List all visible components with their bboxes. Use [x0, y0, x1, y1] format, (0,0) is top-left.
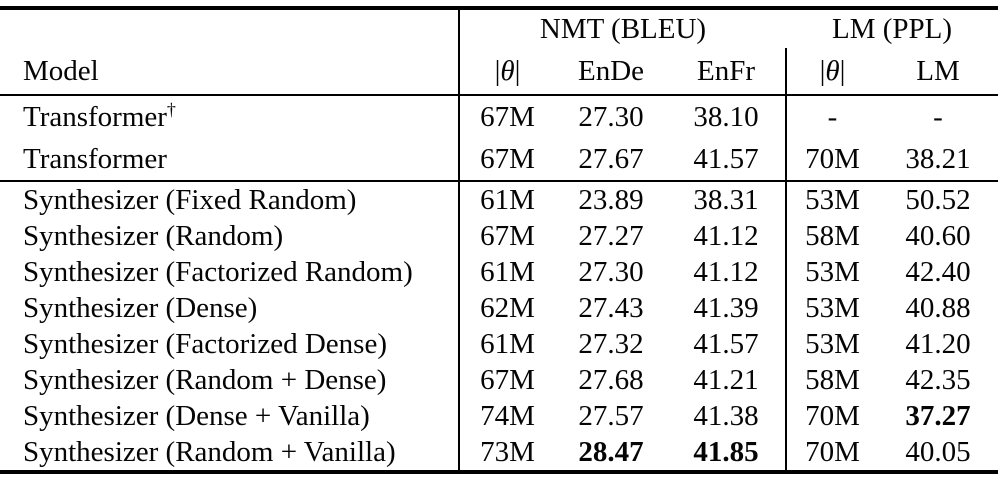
- theta-symbol: θ: [500, 54, 515, 87]
- group-header-spacer: [0, 8, 459, 48]
- theta-open-bar: |: [494, 54, 501, 87]
- model-cell: Synthesizer (Dense): [23, 291, 258, 324]
- enfr-cell: 38.31: [693, 183, 759, 216]
- table-row: Synthesizer (Random) 67M 27.27 41.12 58M…: [0, 218, 998, 254]
- model-cell: Transformer: [0, 138, 459, 182]
- model-cell: Synthesizer (Random + Vanilla): [23, 435, 396, 468]
- ende-cell: 27.32: [578, 327, 644, 360]
- table-row: Synthesizer (Dense + Vanilla) 74M 27.57 …: [0, 398, 998, 434]
- lm-cell: 41.20: [905, 327, 971, 360]
- lm-params-cell: 58M: [785, 218, 878, 254]
- theta-close-bar: |: [514, 54, 521, 87]
- nmt-params-cell: 61M: [458, 181, 555, 218]
- dagger-mark: †: [166, 98, 176, 119]
- group-header-nmt: NMT (BLEU): [458, 8, 786, 48]
- model-cell: Synthesizer (Fixed Random): [23, 183, 357, 216]
- model-label: Transformer: [23, 100, 167, 133]
- col-header-theta-nmt: |θ|: [458, 48, 555, 96]
- enfr-cell: 41.12: [693, 219, 759, 252]
- col-header-lm: LM: [878, 48, 998, 96]
- lm-params-cell: 70M: [785, 434, 878, 472]
- group-header-row: NMT (BLEU) LM (PPL): [0, 8, 998, 48]
- table-row: Synthesizer (Fixed Random) 61M 23.89 38.…: [0, 181, 998, 218]
- lm-cell: 42.40: [905, 255, 971, 288]
- theta-symbol: θ: [825, 54, 840, 87]
- lm-params-cell: -: [785, 95, 878, 138]
- enfr-cell: 38.10: [693, 100, 759, 133]
- table-row: Synthesizer (Random + Vanilla) 73M 28.47…: [0, 434, 998, 472]
- lm-cell: 38.21: [878, 138, 998, 182]
- nmt-params-cell: 61M: [458, 326, 555, 362]
- col-header-model: Model: [0, 48, 459, 96]
- theta-open-bar: |: [819, 54, 826, 87]
- column-header-row: Model |θ| EnDe EnFr |θ| LM: [0, 48, 998, 96]
- ende-cell: 27.27: [578, 219, 644, 252]
- ende-cell: 27.57: [578, 399, 644, 432]
- lm-params-cell: 70M: [785, 138, 878, 182]
- enfr-cell: 41.21: [693, 363, 759, 396]
- model-cell: Synthesizer (Random): [23, 219, 284, 252]
- lm-cell: 37.27: [905, 399, 971, 432]
- lm-params-cell: 53M: [785, 326, 878, 362]
- enfr-cell: 41.38: [693, 399, 759, 432]
- nmt-params-cell: 74M: [458, 398, 555, 434]
- theta-close-bar: |: [839, 54, 846, 87]
- lm-cell: 40.88: [905, 291, 971, 324]
- col-header-enfr: EnFr: [667, 48, 786, 96]
- enfr-cell: 41.12: [693, 255, 759, 288]
- lm-cell: 50.52: [905, 183, 971, 216]
- model-cell: Transformer†: [0, 95, 459, 138]
- nmt-params-cell: 73M: [458, 434, 555, 472]
- lm-cell: -: [933, 100, 943, 133]
- model-cell: Synthesizer (Factorized Random): [23, 255, 413, 288]
- col-header-theta-lm: |θ|: [785, 48, 878, 96]
- lm-cell: 40.05: [905, 435, 971, 468]
- col-header-ende: EnDe: [555, 48, 667, 96]
- table-row: Synthesizer (Dense) 62M 27.43 41.39 53M …: [0, 290, 998, 326]
- lm-cell: 40.60: [905, 219, 971, 252]
- nmt-params-cell: 67M: [458, 218, 555, 254]
- ende-cell: 23.89: [578, 183, 644, 216]
- lm-params-cell: 58M: [785, 362, 878, 398]
- table-row: Transformer† 67M 27.30 38.10 - -: [0, 95, 998, 138]
- enfr-cell: 41.57: [693, 327, 759, 360]
- ende-cell: 27.30: [578, 255, 644, 288]
- ende-cell: 27.30: [578, 100, 644, 133]
- table-row: Synthesizer (Factorized Dense) 61M 27.32…: [0, 326, 998, 362]
- table-header: NMT (BLEU) LM (PPL) Model |θ| EnDe EnFr …: [0, 8, 998, 96]
- enfr-cell: 41.39: [693, 291, 759, 324]
- results-table: NMT (BLEU) LM (PPL) Model |θ| EnDe EnFr …: [0, 6, 998, 474]
- enfr-cell: 41.57: [667, 138, 786, 182]
- group-header-lm: LM (PPL): [831, 12, 953, 45]
- lm-cell: 42.35: [905, 363, 971, 396]
- synthesizer-rows: Synthesizer (Fixed Random) 61M 23.89 38.…: [0, 181, 998, 472]
- nmt-params-cell: 67M: [458, 95, 555, 138]
- nmt-params-cell: 61M: [458, 254, 555, 290]
- nmt-params-cell: 67M: [458, 138, 555, 182]
- lm-params-cell: 53M: [785, 181, 878, 218]
- lm-params-cell: 70M: [785, 398, 878, 434]
- model-cell: Synthesizer (Factorized Dense): [23, 327, 387, 360]
- table-row: Transformer 67M 27.67 41.57 70M 38.21: [0, 138, 998, 182]
- ende-cell: 27.68: [578, 363, 644, 396]
- nmt-params-cell: 62M: [458, 290, 555, 326]
- ende-cell: 27.43: [578, 291, 644, 324]
- lm-params-cell: 53M: [785, 254, 878, 290]
- lm-params-cell: 53M: [785, 290, 878, 326]
- table-row: Synthesizer (Random + Dense) 67M 27.68 4…: [0, 362, 998, 398]
- table-row: Synthesizer (Factorized Random) 61M 27.3…: [0, 254, 998, 290]
- ende-cell: 27.67: [555, 138, 667, 182]
- ende-cell: 28.47: [578, 435, 644, 468]
- baseline-rows: Transformer† 67M 27.30 38.10 - - Transfo…: [0, 95, 998, 182]
- enfr-cell: 41.85: [693, 435, 759, 468]
- nmt-params-cell: 67M: [458, 362, 555, 398]
- model-cell: Synthesizer (Dense + Vanilla): [23, 399, 370, 432]
- model-cell: Synthesizer (Random + Dense): [23, 363, 387, 396]
